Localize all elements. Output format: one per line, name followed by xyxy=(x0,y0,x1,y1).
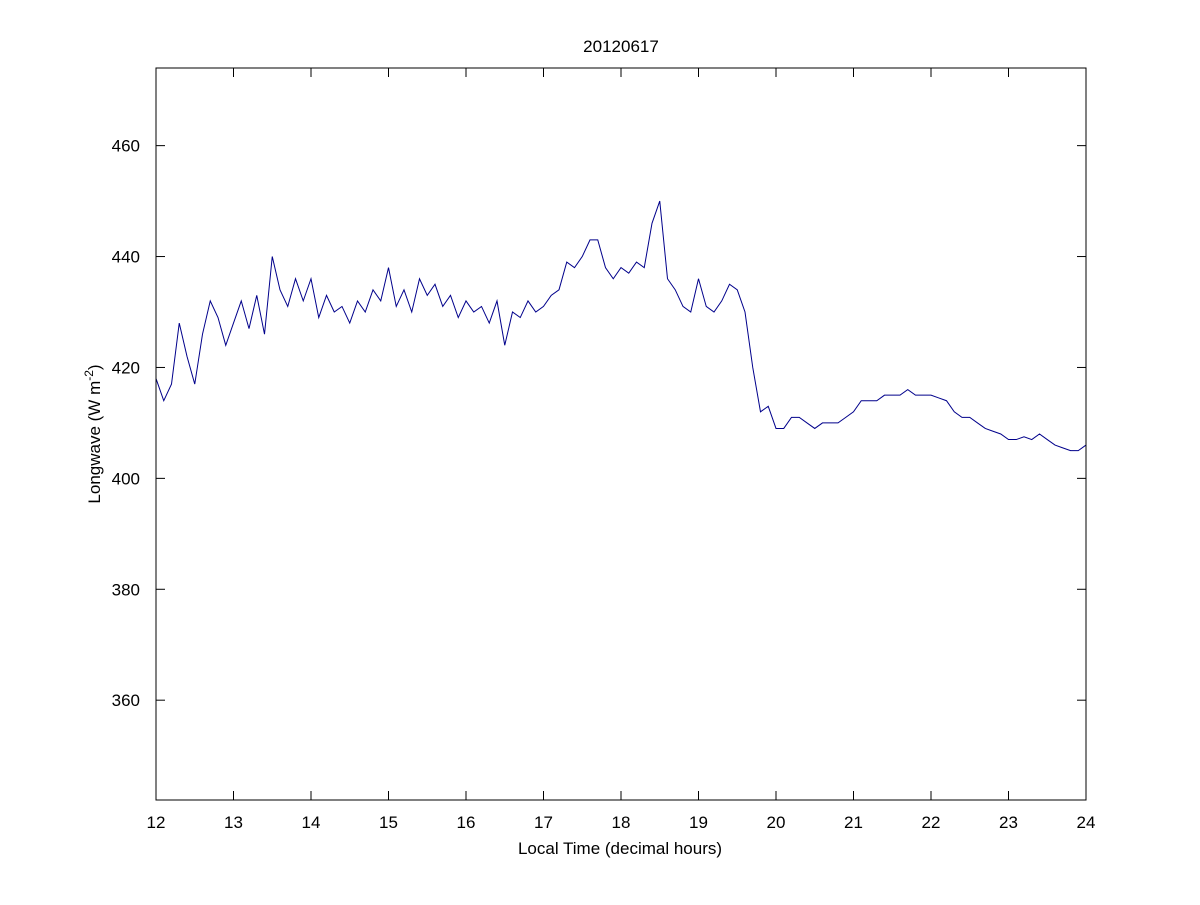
x-tick-label: 14 xyxy=(302,813,321,832)
data-line xyxy=(155,200,1087,452)
y-label-end: ) xyxy=(85,364,104,370)
x-tick-label: 23 xyxy=(999,813,1018,832)
y-label-main: Longwave (W m xyxy=(85,381,104,504)
x-tick-label: 21 xyxy=(844,813,863,832)
y-tick-label: 380 xyxy=(112,580,140,599)
plot-frame xyxy=(155,67,1087,801)
x-tick-label: 20 xyxy=(767,813,786,832)
x-tick-label: 22 xyxy=(922,813,941,832)
x-tick-label: 17 xyxy=(534,813,553,832)
chart-title: 20120617 xyxy=(583,37,659,56)
x-tick-label: 19 xyxy=(689,813,708,832)
x-tick-label: 16 xyxy=(457,813,476,832)
x-axis-label: Local Time (decimal hours) xyxy=(518,839,722,858)
x-tick-label: 18 xyxy=(612,813,631,832)
y-tick-label: 460 xyxy=(112,137,140,156)
x-tick-label: 15 xyxy=(379,813,398,832)
y-tick-label: 440 xyxy=(112,248,140,267)
x-tick-label: 12 xyxy=(147,813,166,832)
y-tick-label: 420 xyxy=(112,358,140,377)
y-tick-label: 400 xyxy=(112,469,140,488)
y-axis-label: Longwave (W m-2) xyxy=(82,364,104,503)
y-label-sup: -2 xyxy=(82,370,96,381)
x-tick-label: 13 xyxy=(224,813,243,832)
y-tick-label: 360 xyxy=(112,691,140,710)
x-tick-label: 24 xyxy=(1077,813,1096,832)
